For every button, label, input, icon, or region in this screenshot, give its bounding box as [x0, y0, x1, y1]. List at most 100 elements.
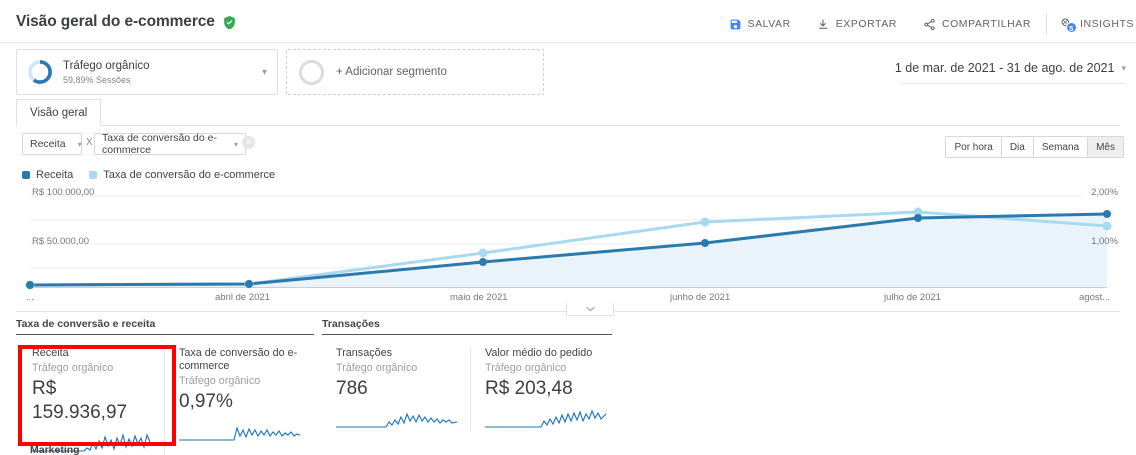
page-header: Visão geral do e-commerce SALVAR — [0, 0, 1136, 43]
granularity-day[interactable]: Dia — [1001, 136, 1034, 158]
granularity-month[interactable]: Mês — [1088, 136, 1124, 158]
tab-overview[interactable]: Visão geral — [16, 99, 102, 126]
segment-donut-icon — [27, 59, 53, 85]
overview-line-chart[interactable]: R$ 100.000,00 R$ 50.000,00 2,00% 1,00% — [22, 187, 1118, 306]
card-value: R$ 159.936,97 — [32, 378, 128, 423]
segment-bar: Tráfego orgânico 59,89% Sessões ▾ + Adic… — [0, 43, 1136, 99]
primary-metric-label: Receita — [30, 138, 66, 150]
section-cards: Transações Tráfego orgânico 786 Valor mé… — [322, 335, 612, 431]
chevron-down-icon — [585, 306, 595, 312]
export-button[interactable]: EXPORTAR — [804, 15, 910, 33]
secondary-metric-label: Taxa de conversão do e-commerce — [102, 132, 217, 156]
insights-badge: 5 — [1066, 22, 1077, 33]
card-value: R$ 203,48 — [485, 378, 573, 399]
x-tick-1: abril de 2021 — [215, 292, 270, 303]
tab-overview-label: Visão geral — [30, 106, 88, 119]
card-metric-label: Taxa de conversão do e-commerce — [179, 347, 298, 372]
legend-label-conversion-rate: Taxa de conversão do e-commerce — [103, 169, 276, 181]
section-title-marketing: Marketing — [30, 444, 80, 455]
card-value: 786 — [336, 378, 368, 399]
granularity-button-group: Por hora Dia Semana Mês — [945, 136, 1124, 158]
section-title: Taxa de conversão e receita — [16, 318, 156, 330]
granularity-hour[interactable]: Por hora — [945, 136, 1002, 158]
save-button[interactable]: SALVAR — [716, 15, 804, 33]
y-axis-tick-100k: R$ 100.000,00 — [32, 187, 95, 198]
metric-card-conversion-rate[interactable]: Taxa de conversão do e-commerce Tráfego … — [164, 347, 314, 455]
x-tick-5: agost... — [1079, 292, 1111, 303]
verified-shield-icon — [222, 15, 237, 30]
x-tick-0: ... — [26, 292, 34, 303]
section-rule — [16, 334, 314, 335]
segment-chip-organic-traffic[interactable]: Tráfego orgânico 59,89% Sessões ▾ — [16, 49, 278, 95]
x-tick-4: julho de 2021 — [884, 292, 942, 303]
sparkline-transactions — [336, 412, 458, 428]
legend-dot-revenue — [22, 171, 30, 179]
metric-card-transactions[interactable]: Transações Tráfego orgânico 786 — [322, 347, 470, 431]
export-label: EXPORTAR — [835, 18, 897, 30]
x-tick-2: maio de 2021 — [450, 292, 508, 303]
card-segment-label: Tráfego orgânico — [485, 362, 567, 374]
share-button[interactable]: COMPARTILHAR — [910, 15, 1044, 33]
page-title: Visão geral do e-commerce — [16, 13, 215, 30]
legend-dot-conversion-rate — [89, 171, 98, 179]
y-axis-tick-50k: R$ 50.000,00 — [32, 236, 90, 247]
section-cards: Receita Tráfego orgânico R$ 159.936,97 T… — [16, 335, 314, 455]
y2-axis-tick-1pct: 1,00% — [1091, 236, 1118, 247]
card-metric-label: Receita — [32, 347, 69, 359]
date-range-label: 1 de mar. de 2021 - 31 de ago. de 2021 — [894, 61, 1115, 75]
section-rule — [322, 334, 612, 335]
legend-label-revenue: Receita — [36, 169, 74, 181]
sparkline-average-order-value — [485, 409, 607, 428]
y2-axis-tick-2pct: 2,00% — [1091, 187, 1118, 198]
summary-sections: Taxa de conversão e receita Receita Tráf… — [0, 318, 1136, 455]
x-axis-labels: ... abril de 2021 maio de 2021 junho de … — [22, 292, 1118, 306]
header-actions: SALVAR EXPORTAR — [716, 14, 1136, 34]
card-segment-label: Tráfego orgânico — [32, 362, 114, 374]
tab-baseline — [16, 125, 1120, 126]
sparkline-conversion-rate — [179, 426, 301, 441]
date-range-picker[interactable]: 1 de mar. de 2021 - 31 de ago. de 2021 ▾ — [895, 61, 1126, 75]
card-segment-label: Tráfego orgânico — [336, 362, 418, 374]
chevron-down-icon: ▾ — [1121, 62, 1126, 73]
empty-circle-icon — [299, 59, 324, 85]
legend-item-conversion-rate[interactable]: Taxa de conversão do e-commerce — [89, 169, 275, 181]
save-label: SALVAR — [747, 18, 791, 30]
metric-card-average-order-value[interactable]: Valor médio do pedido Tráfego orgânico R… — [470, 347, 620, 431]
x-tick-3: junho de 2021 — [670, 292, 731, 303]
share-icon — [923, 18, 936, 31]
segment-chip-texts: Tráfego orgânico 59,89% Sessões — [63, 59, 262, 86]
tab-row: Visão geral — [0, 99, 1136, 126]
chart-canvas — [25, 195, 1112, 290]
share-label: COMPARTILHAR — [941, 18, 1031, 30]
chevron-down-icon: ▾ — [77, 139, 82, 149]
header-divider — [1046, 14, 1047, 34]
save-icon — [729, 18, 742, 31]
card-segment-label: Tráfego orgânico — [179, 375, 261, 387]
remove-metric-button[interactable]: × — [242, 136, 255, 149]
download-icon — [817, 18, 830, 31]
segment-name: Tráfego orgânico — [63, 59, 150, 72]
section-conversion-and-revenue: Taxa de conversão e receita Receita Tráf… — [16, 318, 314, 455]
legend-item-revenue[interactable]: Receita — [22, 169, 73, 181]
add-segment-button[interactable]: + Adicionar segmento — [286, 49, 544, 95]
granularity-week[interactable]: Semana — [1033, 136, 1089, 158]
metric-card-revenue[interactable]: Receita Tráfego orgânico R$ 159.936,97 — [16, 347, 164, 455]
insights-label: INSIGHTS — [1080, 18, 1134, 30]
section-transactions: Transações Transações Tráfego orgânico 7… — [322, 318, 612, 431]
date-range-underline — [902, 83, 1126, 84]
card-metric-label: Valor médio do pedido — [485, 347, 593, 359]
card-metric-label: Transações — [336, 347, 393, 359]
chevron-down-icon: ▾ — [233, 139, 238, 149]
add-segment-label: + Adicionar segmento — [336, 66, 447, 78]
chevron-down-icon[interactable]: ▾ — [261, 66, 267, 78]
segment-sessions: 59,89% Sessões — [63, 74, 131, 85]
insights-button[interactable]: 5 INSIGHTS — [1049, 15, 1136, 33]
section-title: Transações — [322, 318, 380, 330]
secondary-metric-select[interactable]: Taxa de conversão do e-commerce ▾ — [94, 132, 246, 156]
card-value: 0,97% — [179, 391, 233, 412]
page-title-wrap: Visão geral do e-commerce — [16, 13, 237, 31]
primary-metric-select[interactable]: Receita ▾ — [22, 133, 82, 155]
collapse-chart-button[interactable] — [566, 303, 614, 316]
chart-legend: Receita Taxa de conversão do e-commerce — [22, 169, 275, 181]
